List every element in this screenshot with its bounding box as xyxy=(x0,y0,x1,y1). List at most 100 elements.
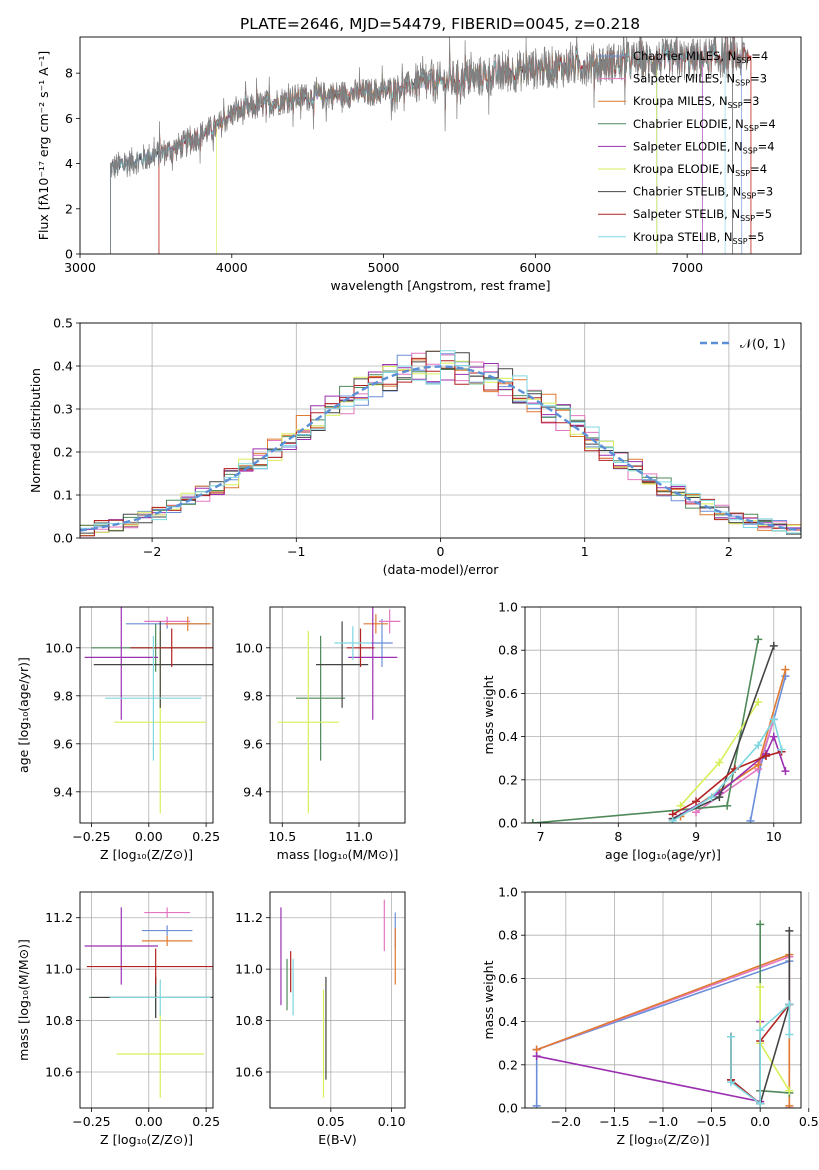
spectrum-xtick-label: 6000 xyxy=(519,260,551,275)
residuals-ytick-label: 0.0 xyxy=(53,531,73,546)
legend-label-chabrier_miles: Chabrier MILES, NSSP=4 xyxy=(633,49,768,65)
spectrum-ytick-label: 6 xyxy=(65,111,73,126)
residuals-xtick-label: 1 xyxy=(581,544,589,559)
residuals-ytick-label: 0.4 xyxy=(53,359,73,374)
weight_vs_Z-ytick-label: 1.0 xyxy=(498,885,518,900)
residuals-xlabel: (data-model)/error xyxy=(383,562,500,577)
weight_vs_age-marker-chabrier_elodie xyxy=(754,635,763,644)
legend-rest: =3 xyxy=(750,72,767,86)
spectrum-frame xyxy=(79,36,802,255)
legend-label-kroupa_elodie: Kroupa ELODIE, NSSP=4 xyxy=(633,162,767,178)
age_vs_Z-xtick-label: −0.25 xyxy=(72,829,110,844)
spectrum-ytick-label: 4 xyxy=(65,156,73,171)
mass_vs_Z-plot xyxy=(84,907,213,1098)
weight_vs_age-marker-salpeter_elodie xyxy=(781,767,790,776)
figure-title: PLATE=2646, MJD=54479, FIBERID=0045, z=0… xyxy=(240,15,640,33)
spectrum-xlabel: wavelength [Angstrom, rest frame] xyxy=(330,278,550,293)
weight_vs_Z-line-kroupa_stelib xyxy=(730,1002,791,1106)
weight_vs_Z-ytick-label: 0.2 xyxy=(498,1057,518,1072)
weight_vs_Z-marker-kroupa_stelib xyxy=(727,1078,736,1087)
age_vs_Z-ytick-label: 10.0 xyxy=(45,640,73,655)
weight_vs_age-ytick-label: 0.8 xyxy=(498,643,518,658)
weight_vs_Z-line-salpeter_elodie xyxy=(536,1021,761,1103)
residuals-xtick-label: 2 xyxy=(725,544,733,559)
mass_vs_ebv-xtick-label: 0.05 xyxy=(317,1114,345,1129)
spectrum-xtick-label: 5000 xyxy=(368,260,400,275)
age_vs_Z-xlabel: Z [log₁₀(Z/Z⊙)] xyxy=(100,847,193,862)
mass_vs_Z-ytick-label: 10.8 xyxy=(45,1013,73,1028)
mass_vs_Z-axes: −0.25 0.00 0.25 10.6 10.8 11.0 11.2 Z [log₁₀(Z/… xyxy=(16,892,220,1147)
legend-rest: =4 xyxy=(750,162,767,176)
legend-rest: =5 xyxy=(755,207,772,221)
residuals-xtick-label: −1 xyxy=(287,544,305,559)
residuals-ylabel: Normed distribution xyxy=(28,368,43,493)
legend-rest: =3 xyxy=(743,94,760,108)
legend-label-chabrier_elodie: Chabrier ELODIE, NSSP=4 xyxy=(633,117,776,133)
residuals-ytick-label: 0.1 xyxy=(53,488,73,503)
age_vs_Z-plot xyxy=(84,607,213,814)
weight_vs_age-ytick-label: 1.0 xyxy=(498,600,518,615)
weight_vs_age-marker-kroupa_stelib xyxy=(769,715,778,724)
weight_vs_age-marker-kroupa_stelib xyxy=(668,816,677,823)
weight_vs_age-marker-kroupa_stelib xyxy=(777,745,786,754)
mass_vs_ebv-axes: 0.05 0.10 10.6 10.8 11.0 11.2 E(B-V) xyxy=(235,892,406,1147)
legend-sub: SSP xyxy=(735,79,750,88)
spectrum-ytick-label: 0 xyxy=(65,247,73,262)
residuals-ytick-label: 0.5 xyxy=(53,316,73,331)
weight_vs_age-marker-salpeter_elodie xyxy=(769,732,778,741)
weight_vs_Z-marker-kroupa_stelib xyxy=(785,1000,794,1009)
age_vs_Z-ytick-label: 9.8 xyxy=(53,688,73,703)
weight_vs_age-frame xyxy=(524,606,802,824)
age_vs_mass-ytick-label: 9.6 xyxy=(243,736,263,751)
legend-label-salpeter_stelib: Salpeter STELIB, NSSP=5 xyxy=(633,207,772,223)
mass_vs_ebv-xlabel: E(B-V) xyxy=(318,1132,357,1147)
age_vs_mass-ytick-label: 10.0 xyxy=(235,640,263,655)
weight_vs_age-xlabel: age [log₁₀(age/yr)] xyxy=(605,847,721,862)
weight_vs_age-ytick-label: 0.0 xyxy=(498,816,518,831)
weight_vs_Z-ytick-label: 0.0 xyxy=(498,1101,518,1116)
mass_vs_ebv-ytick-label: 11.2 xyxy=(235,910,263,925)
mass_vs_Z-frame xyxy=(79,891,214,1109)
age_vs_mass-plot xyxy=(277,607,401,814)
weight_vs_Z-xtick-label: −1.5 xyxy=(599,1114,629,1129)
weight_vs_age-marker-kroupa_miles xyxy=(781,665,790,674)
weight_vs_age-marker-kroupa_elodie xyxy=(676,801,685,810)
weight_vs_age-plot xyxy=(528,635,790,823)
weight_vs_Z-ylabel: mass weight xyxy=(481,960,496,1039)
weight_vs_age-marker-salpeter_stelib xyxy=(692,797,701,806)
weight_vs_Z-marker-kroupa_miles xyxy=(785,1101,794,1108)
legend-sub: SSP xyxy=(728,101,743,110)
age_vs_Z-frame xyxy=(79,606,214,824)
weight_vs_Z-marker-kroupa_elodie xyxy=(785,1086,794,1095)
weight_vs_Z-marker-chabrier_elodie xyxy=(756,920,765,929)
residuals-xtick-label: −2 xyxy=(143,544,161,559)
age_vs_Z-ytick-label: 9.4 xyxy=(53,784,73,799)
weight_vs_age-marker-chabrier_elodie xyxy=(528,819,537,823)
mass_vs_Z-xtick-label: 0.00 xyxy=(135,1114,163,1129)
weight_vs_Z-xtick-label: 0.0 xyxy=(750,1114,770,1129)
weight_vs_age-marker-chabrier_miles xyxy=(746,816,755,823)
legend-rest: =4 xyxy=(759,117,776,131)
mass_vs_Z-ytick-label: 10.6 xyxy=(45,1065,73,1080)
spectrum-ytick-label: 2 xyxy=(65,201,73,216)
mass_vs_ebv-ytick-label: 10.6 xyxy=(235,1065,263,1080)
weight_vs_age-xtick-label: 10 xyxy=(766,829,782,844)
weight_vs_age-marker-salpeter_miles xyxy=(692,808,701,817)
mass_vs_Z-ytick-label: 11.2 xyxy=(45,910,73,925)
weight_vs_Z-marker-kroupa_stelib xyxy=(756,1099,765,1108)
weight_vs_Z-marker-chabrier_miles xyxy=(532,1101,541,1108)
age_vs_mass-xtick-label: 11.0 xyxy=(345,829,373,844)
residuals-xtick-label: 0 xyxy=(437,544,445,559)
legend-label-kroupa_stelib: Kroupa STELIB, NSSP=5 xyxy=(633,230,764,246)
weight_vs_age-axes: 7 8 9 10 0.0 0.2 0.4 0.6 0.8 1.0 age [log₁₀(age/yr… xyxy=(481,600,801,862)
weight_vs_Z-xtick-label: −2.0 xyxy=(551,1114,581,1129)
residuals-ytick-label: 0.2 xyxy=(53,445,73,460)
observed-spectrum xyxy=(110,37,749,254)
normal-curve xyxy=(80,365,801,532)
weight_vs_age-marker-kroupa_elodie xyxy=(754,698,763,707)
mass_vs_Z-ytick-label: 11.0 xyxy=(45,962,73,977)
age_vs_Z-ytick-label: 9.6 xyxy=(53,736,73,751)
mass_vs_ebv-frame xyxy=(269,891,406,1109)
age_vs_Z-ylabel: age [log₁₀(age/yr)] xyxy=(16,657,31,773)
spectrum-xtick-label: 3000 xyxy=(64,260,96,275)
